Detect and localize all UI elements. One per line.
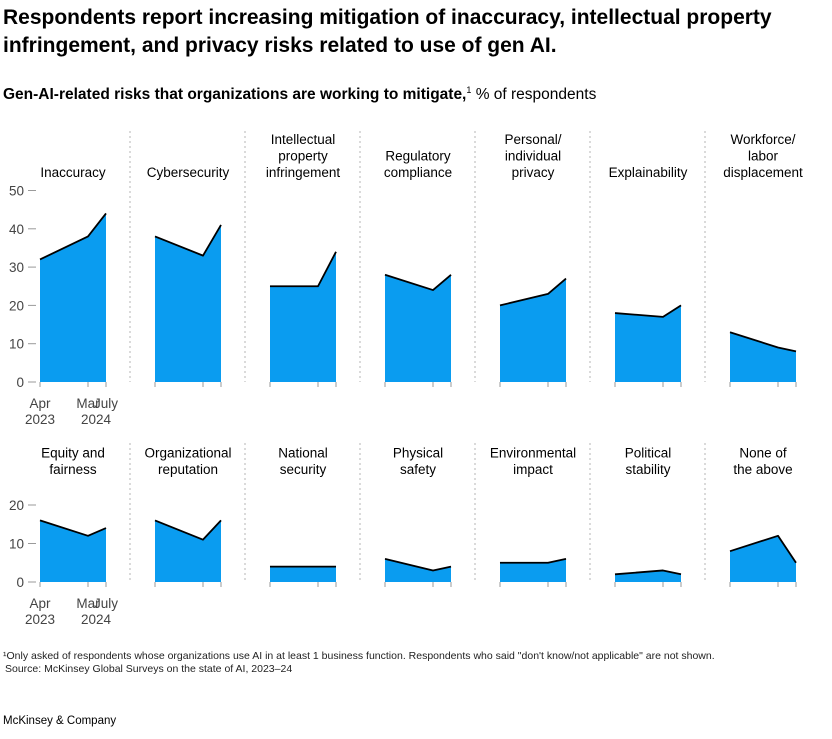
y-tick-label: 20	[9, 298, 24, 313]
y-tick-label: 20	[9, 498, 24, 513]
area-fill	[500, 558, 566, 582]
panel-label: Political	[625, 446, 672, 461]
panel-label: Equity and	[41, 446, 105, 461]
x-tick-year: 2023	[25, 612, 55, 627]
footnote: ¹Only asked of respondents whose organiz…	[3, 650, 715, 662]
subtitle-unit: % of respondents	[471, 86, 597, 104]
x-tick-label: Apr	[29, 396, 51, 411]
x-tick-label: July	[94, 596, 118, 611]
panel-label: None of	[739, 446, 787, 461]
panel-label: Cybersecurity	[147, 165, 230, 180]
chart-title: Respondents report increasing mitigation…	[3, 6, 772, 57]
panel-label: Regulatory	[385, 149, 451, 164]
panel-label: labor	[748, 149, 779, 164]
y-tick-label: 10	[9, 537, 24, 552]
panel-label: stability	[625, 462, 670, 477]
y-tick-label: 40	[9, 222, 24, 237]
panel-label: displacement	[723, 165, 803, 180]
panel-label: infringement	[266, 165, 341, 180]
y-tick-label: 0	[16, 575, 24, 590]
panel-label: individual	[505, 149, 561, 164]
source-note: Source: McKinsey Global Surveys on the s…	[5, 663, 293, 675]
area-fill	[40, 213, 106, 382]
panel-label: Physical	[393, 446, 443, 461]
area-fill	[155, 224, 221, 382]
panel-label: compliance	[384, 165, 452, 180]
area-fill	[500, 278, 566, 382]
panel-label: Intellectual	[271, 132, 336, 147]
panel-label: Inaccuracy	[40, 165, 106, 180]
panel-label: Personal/	[504, 132, 561, 147]
area-fill	[615, 305, 681, 382]
panel-label: the above	[733, 462, 792, 477]
area-fill	[155, 520, 221, 582]
panel-label: security	[280, 462, 327, 477]
x-tick-label: Apr	[29, 596, 51, 611]
y-tick-label: 0	[16, 375, 24, 390]
panel-label: Environmental	[490, 446, 576, 461]
panel-label: impact	[513, 462, 553, 477]
subtitle-main: Gen-AI-related risks that organizations …	[3, 86, 467, 104]
y-tick-label: 50	[9, 184, 24, 199]
area-fill	[730, 535, 796, 582]
panel-label: Explainability	[609, 165, 688, 180]
y-tick-label: 30	[9, 260, 24, 275]
x-tick-label: July	[94, 396, 118, 411]
y-tick-label: 10	[9, 337, 24, 352]
area-fill	[270, 566, 336, 582]
panel-label: National	[278, 446, 328, 461]
panel-label: privacy	[512, 165, 555, 180]
panel-label: reputation	[158, 462, 218, 477]
x-tick-label: Mar	[76, 396, 100, 411]
area-fill	[385, 558, 451, 582]
panel-label: fairness	[49, 462, 97, 477]
area-fill	[40, 520, 106, 582]
x-tick-year: 2024	[81, 412, 112, 427]
x-tick-label: Mar	[76, 596, 100, 611]
panel-label: Organizational	[144, 446, 231, 461]
panel-label: Workforce/	[730, 132, 795, 147]
x-tick-year: 2024	[81, 612, 112, 627]
chart-subtitle: Gen-AI-related risks that organizations …	[3, 80, 596, 105]
area-fill	[385, 274, 451, 382]
brand-logo-text: McKinsey & Company	[3, 715, 117, 727]
panel-label: safety	[400, 462, 436, 477]
area-fill	[730, 332, 796, 382]
footnote-mark: 1	[466, 85, 472, 95]
panel-label: property	[278, 149, 328, 164]
x-tick-year: 2023	[25, 412, 55, 427]
